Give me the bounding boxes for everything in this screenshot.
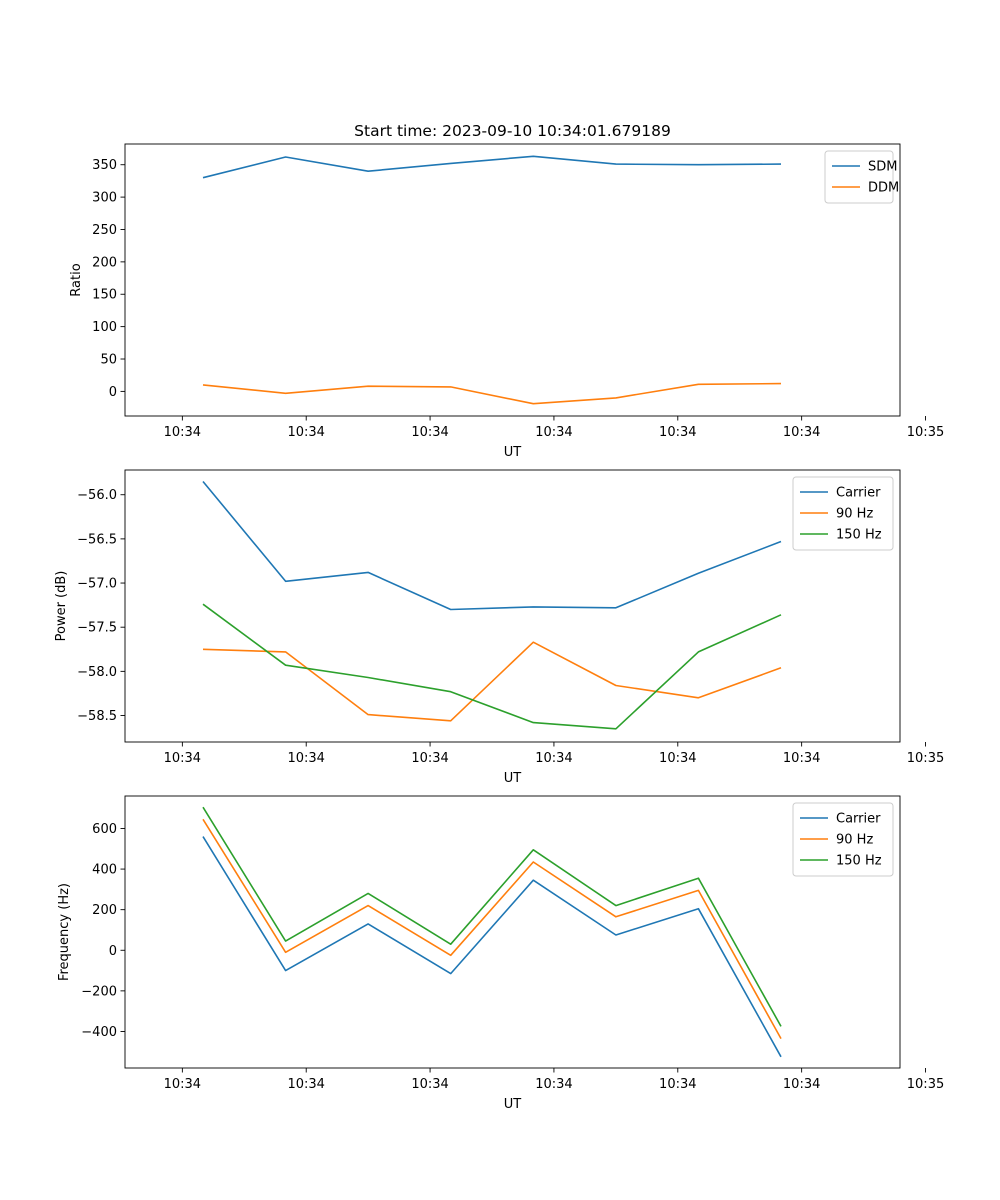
series-line-sdm bbox=[202, 155, 782, 179]
y-axis-label: Power (dB) bbox=[54, 571, 69, 642]
chart-title: Start time: 2023-09-10 10:34:01.679189 bbox=[354, 122, 671, 140]
x-tick-label: 10:34 bbox=[287, 425, 324, 440]
y-tick-label: −57.5 bbox=[77, 621, 117, 636]
y-tick-label: −58.0 bbox=[77, 665, 117, 680]
y-axis-label: Ratio bbox=[69, 263, 84, 296]
y-tick-label: −58.5 bbox=[77, 709, 117, 724]
y-tick-label: 400 bbox=[92, 863, 117, 878]
x-tick-label: 10:34 bbox=[783, 1077, 820, 1092]
x-tick-label: 10:35 bbox=[907, 751, 944, 766]
axes-frame bbox=[124, 795, 901, 1069]
legend-label: 90 Hz bbox=[836, 833, 873, 848]
x-tick-label: 10:34 bbox=[287, 751, 324, 766]
y-tick-label: 150 bbox=[92, 288, 117, 303]
y-tick-label: −56.0 bbox=[77, 488, 117, 503]
legend: Carrier 90 Hz 150 Hz bbox=[792, 802, 894, 877]
x-axis-label: UT bbox=[504, 771, 522, 786]
y-tick-label: 250 bbox=[92, 223, 117, 238]
x-tick-label: 10:34 bbox=[659, 425, 696, 440]
y-tick-label: 200 bbox=[92, 255, 117, 270]
y-axis-label: Frequency (Hz) bbox=[57, 883, 72, 981]
chart-panel-1: 0 50 100 150 200 250 300 350 10:34 10:34 10:34 10:3… bbox=[69, 122, 944, 460]
y-tick-label: −57.0 bbox=[77, 577, 117, 592]
y-tick-label: 350 bbox=[92, 158, 117, 173]
legend-label: SDM bbox=[868, 160, 897, 175]
legend: Carrier 90 Hz 150 Hz bbox=[792, 476, 894, 551]
legend-label: Carrier bbox=[836, 812, 881, 827]
y-tick-label: 300 bbox=[92, 191, 117, 206]
axes-frame bbox=[124, 143, 901, 417]
legend-box bbox=[792, 476, 894, 551]
y-tick-label: 0 bbox=[109, 944, 117, 959]
legend-box bbox=[792, 802, 894, 877]
series-line-150-hz bbox=[202, 806, 782, 1027]
legend-box bbox=[824, 150, 894, 204]
x-tick-label: 10:34 bbox=[535, 751, 572, 766]
series-line-90-hz bbox=[202, 818, 782, 1039]
axes-frame bbox=[124, 469, 901, 743]
x-tick-label: 10:34 bbox=[164, 1077, 201, 1092]
x-axis-label: UT bbox=[504, 445, 522, 460]
series-line-carrier bbox=[202, 480, 782, 611]
y-tick-label: −200 bbox=[81, 984, 117, 999]
x-tick-label: 10:35 bbox=[907, 425, 944, 440]
x-tick-label: 10:34 bbox=[535, 1077, 572, 1092]
legend-label: 150 Hz bbox=[836, 854, 882, 869]
x-tick-label: 10:34 bbox=[535, 425, 572, 440]
y-tick-label: 0 bbox=[109, 385, 117, 400]
y-tick-label: 50 bbox=[100, 353, 117, 368]
chart-panel-2: −58.5 −58.0 −57.5 −57.0 −56.5 −56.0 10:34 10:34… bbox=[54, 469, 944, 786]
series-line-90-hz bbox=[202, 641, 782, 722]
y-tick-label: 200 bbox=[92, 903, 117, 918]
x-tick-label: 10:34 bbox=[783, 751, 820, 766]
x-tick-label: 10:34 bbox=[659, 751, 696, 766]
legend-label: DDM bbox=[868, 181, 899, 196]
legend-label: 90 Hz bbox=[836, 507, 873, 522]
x-tick-label: 10:34 bbox=[659, 1077, 696, 1092]
x-tick-label: 10:34 bbox=[411, 1077, 448, 1092]
y-tick-label: 100 bbox=[92, 320, 117, 335]
x-tick-label: 10:34 bbox=[164, 751, 201, 766]
y-tick-label: 600 bbox=[92, 822, 117, 837]
legend: SDM DDM bbox=[824, 150, 899, 204]
x-tick-label: 10:34 bbox=[164, 425, 201, 440]
x-tick-label: 10:35 bbox=[907, 1077, 944, 1092]
y-tick-label: −56.5 bbox=[77, 532, 117, 547]
y-tick-label: −400 bbox=[81, 1025, 117, 1040]
x-tick-label: 10:34 bbox=[287, 1077, 324, 1092]
x-tick-label: 10:34 bbox=[783, 425, 820, 440]
chart-panel-3: −400 −200 0 200 400 600 10:34 10:34 10:34 10:34 10… bbox=[57, 795, 944, 1112]
series-line-carrier bbox=[202, 836, 782, 1058]
series-line-150-hz bbox=[202, 603, 782, 730]
x-axis-label: UT bbox=[504, 1097, 522, 1112]
x-tick-label: 10:34 bbox=[411, 751, 448, 766]
legend-label: 150 Hz bbox=[836, 528, 882, 543]
x-tick-label: 10:34 bbox=[411, 425, 448, 440]
legend-label: Carrier bbox=[836, 486, 881, 501]
series-line-ddm bbox=[202, 382, 782, 405]
